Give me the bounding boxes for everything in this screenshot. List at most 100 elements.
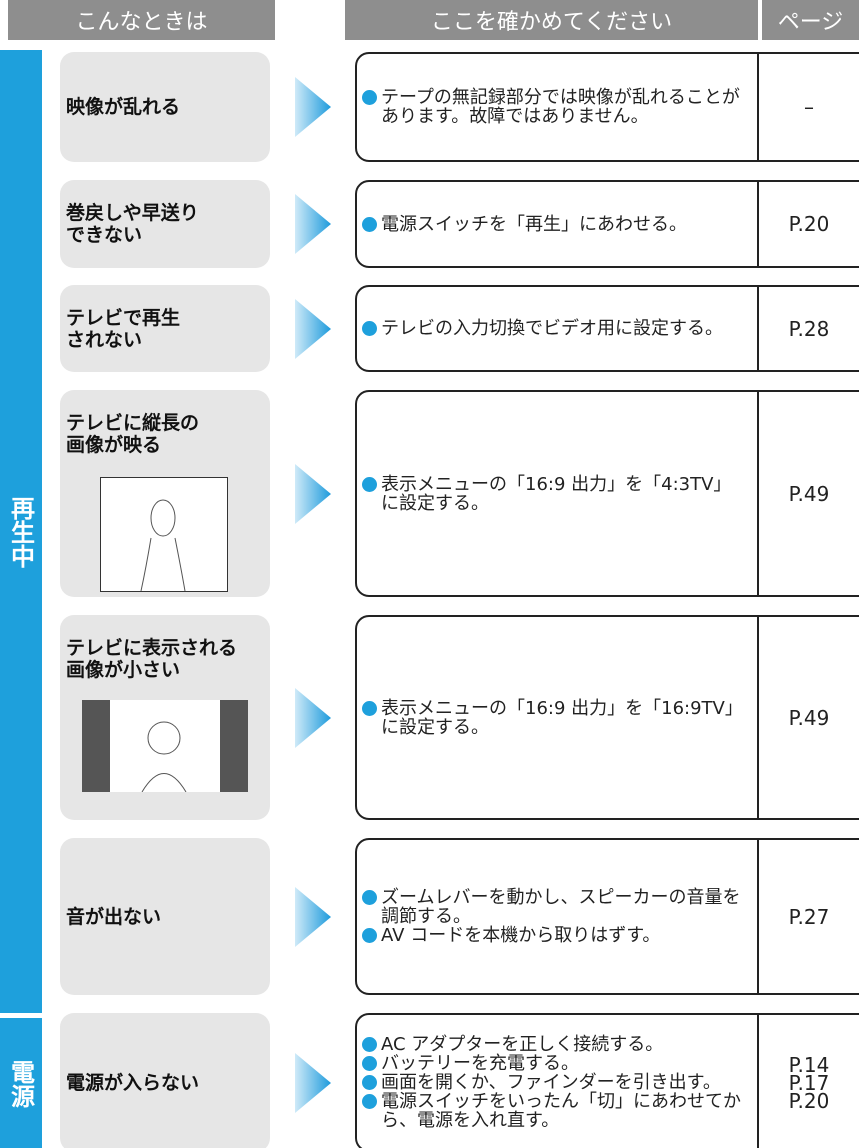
arrow [295,194,331,254]
symptom-box: 映像が乱れる [60,52,270,162]
check-text: 表示メニューの「16:9 出力」を「4:3TV」に設定する。 [381,473,732,514]
page-number: P.49 [788,481,830,506]
bullet [362,928,377,943]
bullet [362,1075,377,1090]
arrow [295,298,331,359]
symptom-line: テレビに縦長の [66,412,200,434]
check-item: テープの無記録部分では映像が乱れることがあります。故障ではありません。 [362,88,747,126]
page-number: – [804,95,814,119]
symptom-box: 音が出ない [60,838,270,995]
check-item: 表示メニューの「16:9 出力」を「16:9TV」に設定する。 [362,699,747,737]
check-text: 画面を開くか、ファインダーを引き出す。 [381,1072,721,1093]
check-item: AC アダプターを正しく接続する。 [362,1035,747,1054]
check-box [355,285,859,372]
check-box [355,1013,859,1148]
arrow-shape [295,298,331,359]
arrow-shape [295,1052,331,1113]
check-text: ズームレバーを動かし、スピーカーの音量を調節する。 [381,887,741,927]
section-label-text: 電源 [6,1060,35,1108]
check-list: テレビの入力切換でビデオ用に設定する。 [362,285,747,372]
symptom-line: 映像が乱れる [66,96,181,118]
check-box [355,180,859,268]
page-ref: P.27 [757,838,859,995]
page-number: P.20 [788,1088,830,1113]
bullet [362,1094,377,1109]
arrow [295,1052,331,1113]
page-number: P.17 [788,1070,830,1095]
page-ref: P.49 [757,390,859,597]
symptom-line: できない [66,224,143,246]
arrow-shape [295,886,331,947]
page-number: P.14 [788,1052,830,1077]
check-item: AV コードを本機から取りはずす。 [362,926,747,945]
check-text: AV コードを本機から取りはずす。 [381,925,661,946]
check-text: 電源スイッチをいったん「切」にあわせてから、電源を入れ直す。 [381,1091,741,1131]
check-item: 画面を開くか、ファインダーを引き出す。 [362,1073,747,1092]
section-label: 再生中 [0,50,42,1013]
symptom-line: テレビに表示される [66,637,238,659]
column-header: ここを確かめてください [345,0,758,40]
check-list: 電源スイッチを「再生」にあわせる。 [362,180,747,268]
symptom-line: 画像が映る [66,434,162,456]
check-text: バッテリーを充電する。 [381,1053,579,1074]
check-list: ズームレバーを動かし、スピーカーの音量を調節する。 AV コードを本機から取りはず… [362,838,747,995]
page-number: P.27 [788,904,830,929]
symptom-line: されない [66,328,143,351]
check-box [355,390,859,597]
symptom-line: 巻戻しや早送り [66,202,199,224]
arrow [295,886,331,947]
check-list: テープの無記録部分では映像が乱れることがあります。故障ではありません。 [362,52,747,162]
check-text: AC アダプターを正しく接続する。 [381,1034,664,1055]
check-item: バッテリーを充電する。 [362,1054,747,1073]
arrow [295,687,331,748]
check-box [355,838,859,995]
illustration [100,477,228,592]
check-text: 表示メニューの「16:9 出力」を「16:9TV」に設定する。 [381,697,743,738]
symptom-box: 電源が入らない [60,1013,270,1148]
arrow-shape [295,194,331,254]
check-box [355,52,859,162]
arrow [295,77,331,137]
page-number: P.49 [788,705,830,730]
figure [140,499,186,592]
check-text: テレビの入力切換でビデオ用に設定する。 [381,318,723,339]
check-text: 電源スイッチを「再生」にあわせる。 [381,213,687,235]
column-header: ページ [762,0,859,40]
figure [110,700,220,793]
arrow [295,463,331,524]
check-item: 電源スイッチをいったん「切」にあわせてから、電源を入れ直す。 [362,1092,747,1130]
page-number: P.20 [788,212,830,236]
section-label: 電源 [0,1018,42,1148]
check-item: テレビの入力切換でビデオ用に設定する。 [362,319,747,338]
column-header: こんなときは [8,0,275,40]
page-ref: P.20 [757,180,859,268]
check-list: 表示メニューの「16:9 出力」を「4:3TV」に設定する。 [362,390,747,597]
page-ref: P.14 P.17 P.20 [757,1013,859,1148]
bullet [362,890,377,905]
check-item: ズームレバーを動かし、スピーカーの音量を調節する。 [362,888,747,926]
arrow-shape [295,463,331,524]
check-list: 表示メニューの「16:9 出力」を「16:9TV」に設定する。 [362,615,747,820]
page-number: P.28 [788,316,830,341]
page-ref: P.28 [757,285,859,372]
symptom-line: テレビで再生 [66,306,181,329]
page-ref: – [757,52,859,162]
bullet [362,1037,377,1052]
page-ref: P.49 [757,615,859,820]
check-box [355,615,859,820]
check-list: AC アダプターを正しく接続する。 バッテリーを充電する。 画面を開くか、ファインダ… [362,1013,747,1148]
bullet [362,476,377,492]
symptom-line: 音が出ない [66,905,162,928]
arrow-shape [295,687,331,748]
symptom-box: テレビで再生 されない [60,285,270,372]
bullet [362,90,377,105]
check-item: 表示メニューの「16:9 出力」を「4:3TV」に設定する。 [362,475,747,513]
bullet [362,700,377,716]
bullet [362,321,377,336]
bullet [362,1056,377,1071]
bullet [362,216,377,232]
check-text: テープの無記録部分では映像が乱れることがあります。故障ではありません。 [381,87,740,127]
section-label-text: 再生中 [6,495,35,568]
illustration [82,700,248,793]
check-item: 電源スイッチを「再生」にあわせる。 [362,215,747,234]
